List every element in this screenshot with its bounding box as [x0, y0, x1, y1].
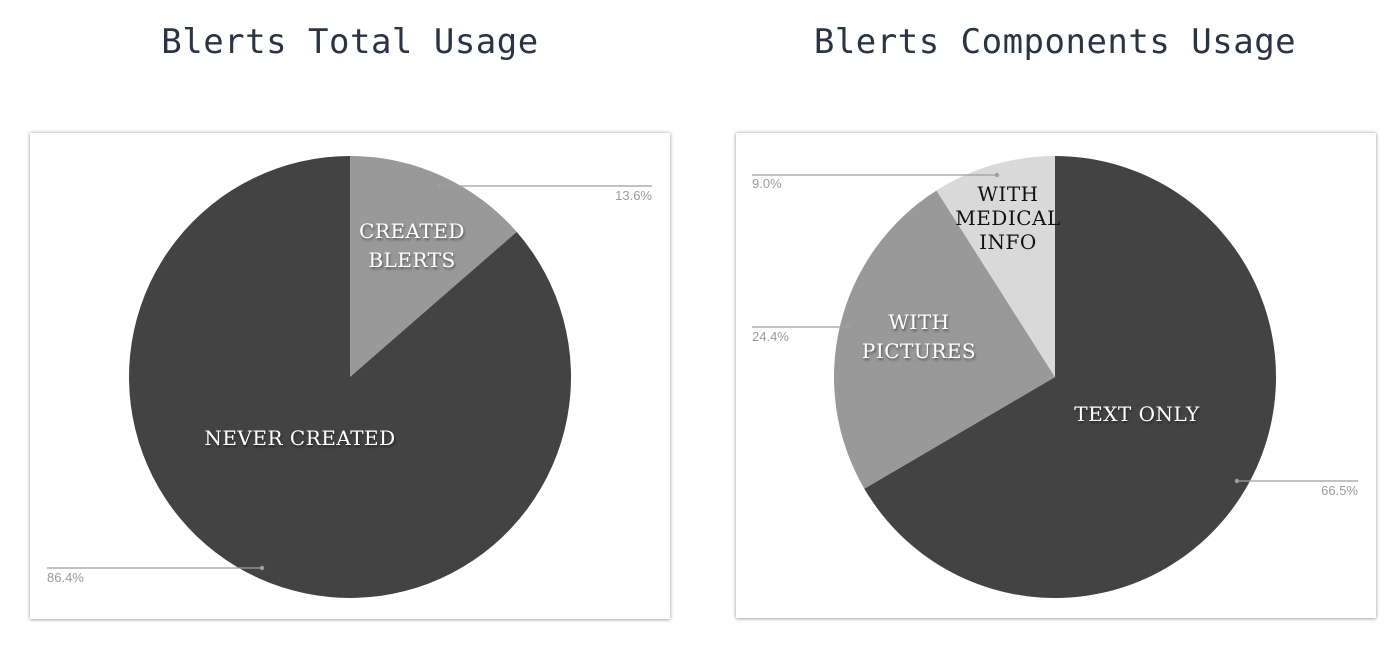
slice-label-text-only: TEXT ONLY — [1074, 402, 1200, 426]
pie-slice-text-only — [864, 156, 1277, 598]
callout-dot-text-only — [1234, 478, 1240, 484]
pie-slice-created-blerts — [350, 156, 517, 377]
pie-svg-total-usage: CREATED BLERTS NEVER CREATED 13.6% 86.4% — [47, 156, 652, 598]
chart-title-total-usage: Blerts Total Usage — [161, 22, 539, 62]
callout-dot-created-blerts — [436, 183, 442, 189]
slice-label-created-blerts: CREATED BLERTS — [359, 219, 465, 272]
pie-slice-with-medical-info — [936, 156, 1055, 377]
callout-dot-with-medical-info — [994, 172, 1000, 178]
pie-slice-never-created — [129, 156, 572, 598]
pie-slice-with-pictures — [834, 190, 1055, 489]
pie-chart-components-usage: TEXT ONLY WITH PICTURES WITH MEDICAL INFO 66.5… — [736, 133, 1376, 618]
percent-label-never-created: 86.4% — [47, 570, 84, 585]
percent-label-with-medical-info: 9.0% — [752, 176, 782, 191]
chart-title-components-usage: Blerts Components Usage — [813, 22, 1297, 62]
callout-dot-with-pictures — [845, 324, 851, 330]
slice-label-with-medical-info: WITH MEDICAL INFO — [955, 182, 1061, 254]
slice-label-with-pictures: WITH PICTURES — [862, 310, 976, 363]
pie-chart-total-usage: CREATED BLERTS NEVER CREATED 13.6% 86.4% — [30, 133, 670, 619]
percent-label-with-pictures: 24.4% — [752, 329, 789, 344]
callout-dot-never-created — [259, 565, 265, 571]
percent-label-text-only: 66.5% — [1321, 483, 1358, 498]
pie-svg-components-usage: TEXT ONLY WITH PICTURES WITH MEDICAL INFO 66.5… — [752, 156, 1358, 598]
percent-label-created-blerts: 13.6% — [615, 188, 652, 203]
slice-label-never-created: NEVER CREATED — [204, 426, 395, 450]
